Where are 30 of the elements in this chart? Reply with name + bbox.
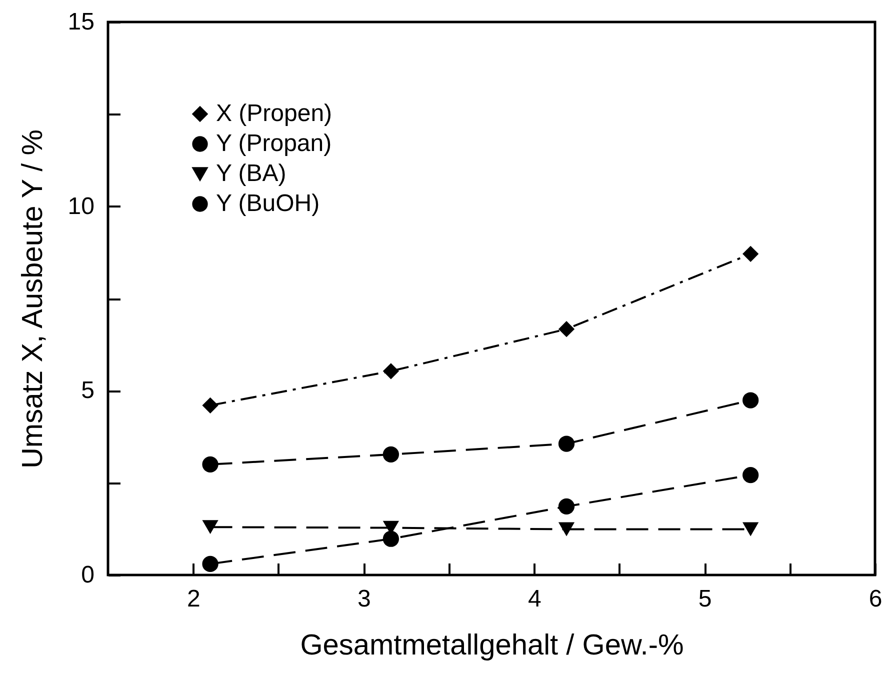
y-tick-label: 5 xyxy=(81,377,94,404)
point xyxy=(742,467,759,484)
point xyxy=(202,456,218,472)
x-tick-label: 3 xyxy=(357,586,371,612)
x-tick-label: 5 xyxy=(698,586,712,612)
point xyxy=(202,556,218,572)
point xyxy=(202,520,218,534)
point xyxy=(742,522,759,536)
x-axis-title: Gesamtmetallgehalt / Gew.-% xyxy=(300,630,684,662)
legend-label: Y (BuOH) xyxy=(216,190,320,217)
point xyxy=(558,498,575,514)
point xyxy=(742,246,759,262)
y-tick-label: 15 xyxy=(68,8,94,36)
legend-label: Y (Propan) xyxy=(216,130,332,157)
y-tick-label: 0 xyxy=(81,562,94,588)
point xyxy=(382,530,399,547)
y-axis-title: Umsatz X, Ausbeute Y / % xyxy=(16,129,49,469)
point xyxy=(742,392,759,408)
legend-label: Y (BA) xyxy=(216,160,286,187)
point xyxy=(558,321,575,338)
point xyxy=(382,446,399,462)
y-tick-label: 10 xyxy=(68,192,94,220)
x-tick-label: 6 xyxy=(868,586,882,612)
point xyxy=(202,397,218,414)
point xyxy=(382,363,399,380)
x-tick-label: 2 xyxy=(187,586,200,612)
x-tick-label: 4 xyxy=(528,586,542,612)
point xyxy=(558,522,575,536)
legend-label: X (Propen) xyxy=(216,100,332,127)
point xyxy=(558,436,575,452)
